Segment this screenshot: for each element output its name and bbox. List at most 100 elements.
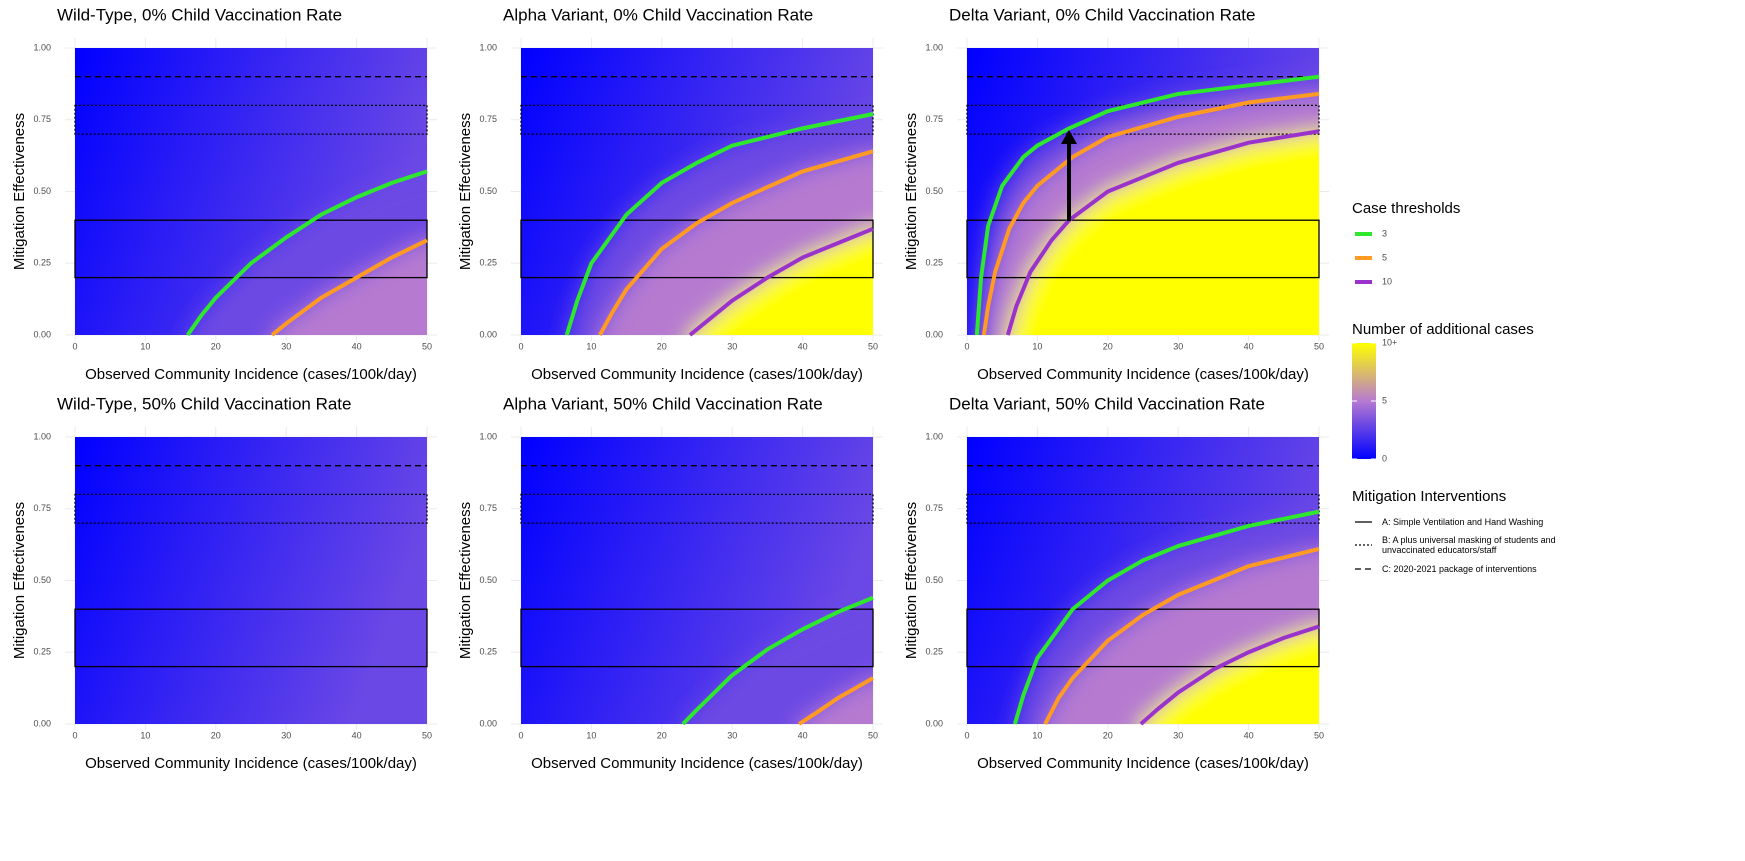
x-tick-label: 50: [422, 730, 432, 740]
y-axis-label: Mitigation Effectiveness: [903, 502, 920, 659]
y-tick-label: 0.00: [33, 329, 51, 339]
x-tick-label: 10: [140, 730, 150, 740]
x-tick-label: 10: [586, 730, 596, 740]
y-axis-label: Mitigation Effectiveness: [11, 113, 28, 270]
heatmap: [75, 48, 427, 335]
x-tick-label: 50: [1314, 730, 1324, 740]
panel: Wild-Type, 0% Child Vaccination Rate 0 10 2…: [11, 5, 437, 383]
y-tick-label: 0.75: [479, 503, 497, 513]
x-tick-label: 10: [1032, 730, 1042, 740]
y-tick-label: 0.25: [479, 647, 497, 657]
heatmap-levels: [566, 114, 873, 335]
y-tick-label: 0.25: [925, 258, 943, 268]
threshold-curve: [797, 676, 874, 726]
y-tick-label: 0.00: [479, 329, 497, 339]
x-tick-label: 20: [1103, 341, 1113, 351]
intervention-band: [74, 219, 428, 279]
x-tick-label: 40: [798, 730, 808, 740]
x-tick-label: 10: [140, 341, 150, 351]
x-tick-label: 30: [727, 341, 737, 351]
x-axis-label: Observed Community Incidence (cases/100k…: [977, 755, 1309, 772]
x-tick-label: 50: [868, 341, 878, 351]
contour-fill: [682, 597, 873, 724]
x-tick-label: 50: [1314, 341, 1324, 351]
colorbar-label: 0: [1382, 453, 1387, 463]
legend-label: 10: [1382, 276, 1392, 286]
threshold-curve: [974, 74, 1320, 336]
legend-label: B: A plus universal masking of students …: [1382, 535, 1556, 555]
x-axis-label: Observed Community Incidence (cases/100k…: [85, 755, 417, 772]
threshold-curve: [1139, 624, 1320, 726]
threshold-curve: [688, 226, 874, 337]
panel-title: Delta Variant, 0% Child Vaccination Rate: [949, 5, 1255, 24]
heatmap: [967, 437, 1319, 724]
intervention-band: [520, 608, 874, 668]
x-tick-label: 20: [211, 730, 221, 740]
heatmap-base: [75, 437, 427, 724]
panel-title: Delta Variant, 50% Child Vaccination Rat…: [949, 394, 1265, 413]
x-tick-label: 50: [868, 730, 878, 740]
x-tick-label: 20: [657, 341, 667, 351]
intervention-band: [520, 493, 874, 524]
y-tick-label: 0.50: [33, 186, 51, 196]
intervention-band: [966, 219, 1320, 279]
y-tick-label: 0.25: [33, 647, 51, 657]
x-tick-label: 30: [1173, 730, 1183, 740]
threshold-curve: [1043, 546, 1320, 725]
threshold-curve: [270, 238, 428, 337]
heatmap-levels: [1014, 511, 1319, 724]
y-tick-label: 0.50: [33, 575, 51, 585]
legend-label: A: Simple Ventilation and Hand Washing: [1382, 517, 1544, 527]
y-tick-label: 1.00: [33, 431, 51, 441]
y-tick-label: 0.50: [925, 575, 943, 585]
x-tick-label: 30: [281, 730, 291, 740]
x-tick-label: 20: [211, 341, 221, 351]
threshold-curve: [1012, 509, 1320, 725]
legend-title: Case thresholds: [1352, 200, 1460, 217]
legend-label: 3: [1382, 228, 1387, 238]
threshold-curve: [981, 91, 1320, 336]
x-tick-label: 40: [798, 341, 808, 351]
x-tick-label: 10: [586, 341, 596, 351]
heatmap: [967, 48, 1319, 335]
y-tick-label: 0.75: [925, 503, 943, 513]
y-tick-label: 0.00: [33, 718, 51, 728]
x-tick-label: 0: [964, 730, 969, 740]
x-tick-label: 50: [422, 341, 432, 351]
contour-fill: [1140, 626, 1319, 724]
y-tick-label: 0.75: [33, 503, 51, 513]
x-tick-label: 30: [1173, 341, 1183, 351]
x-tick-label: 10: [1032, 341, 1042, 351]
colorbar-label: 5: [1382, 395, 1387, 405]
y-tick-label: 0.00: [479, 718, 497, 728]
x-tick-label: 0: [518, 730, 523, 740]
x-axis-label: Observed Community Incidence (cases/100k…: [531, 755, 863, 772]
legend-title: Number of additional cases: [1352, 321, 1534, 338]
panel: Delta Variant, 0% Child Vaccination Rate…: [903, 5, 1329, 383]
y-tick-label: 0.00: [925, 718, 943, 728]
x-tick-label: 0: [964, 341, 969, 351]
heatmap-levels: [187, 171, 427, 335]
y-tick-label: 0.25: [479, 258, 497, 268]
colorbar-label: 10+: [1382, 337, 1397, 347]
arrow-head: [1061, 130, 1077, 144]
threshold-curve: [598, 149, 874, 336]
x-tick-label: 0: [518, 341, 523, 351]
y-axis-label: Mitigation Effectiveness: [457, 113, 474, 270]
intervention-band: [74, 104, 428, 135]
x-tick-label: 0: [72, 341, 77, 351]
legend-title: Mitigation Interventions: [1352, 488, 1506, 505]
panel: Alpha Variant, 0% Child Vaccination Rate…: [457, 5, 883, 383]
y-tick-label: 0.75: [479, 114, 497, 124]
y-tick-label: 1.00: [925, 42, 943, 52]
x-tick-label: 40: [1244, 341, 1254, 351]
panel-title: Wild-Type, 50% Child Vaccination Rate: [57, 394, 352, 413]
x-tick-label: 30: [727, 730, 737, 740]
threshold-curve: [186, 169, 428, 337]
x-tick-label: 40: [352, 341, 362, 351]
y-axis-label: Mitigation Effectiveness: [457, 502, 474, 659]
intervention-band: [966, 104, 1320, 135]
x-tick-label: 40: [352, 730, 362, 740]
intervention-band: [520, 219, 874, 279]
